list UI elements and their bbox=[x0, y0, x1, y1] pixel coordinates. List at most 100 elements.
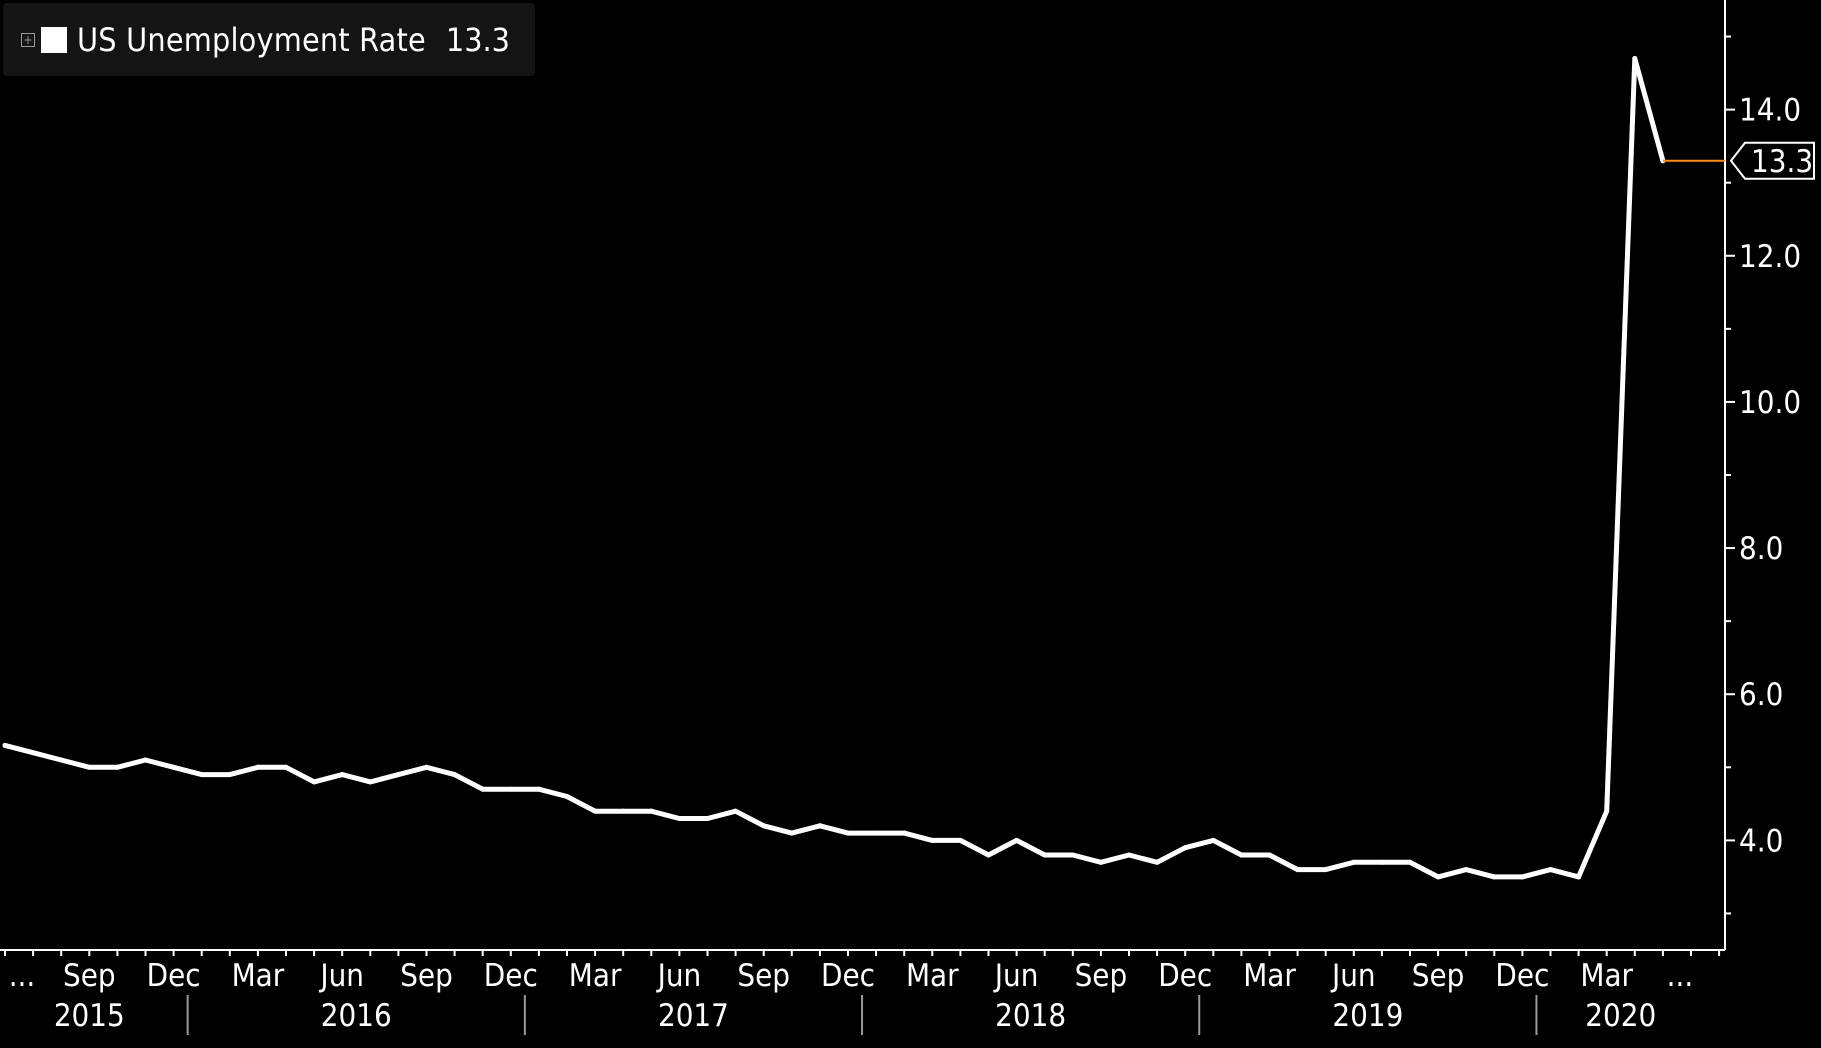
x-tick-label: ... bbox=[9, 958, 36, 994]
x-year-label: 2017 bbox=[658, 998, 729, 1034]
data-point bbox=[1154, 859, 1160, 865]
y-tick-label: 6.0 bbox=[1739, 677, 1783, 713]
data-point bbox=[789, 830, 795, 836]
data-point bbox=[255, 764, 261, 770]
x-tick-label: Mar bbox=[1243, 958, 1296, 994]
data-point bbox=[143, 757, 148, 763]
last-value-marker: 13.3 bbox=[1662, 141, 1815, 180]
x-year-label: 2018 bbox=[995, 998, 1066, 1034]
data-point bbox=[452, 772, 458, 778]
data-point bbox=[30, 750, 36, 756]
legend-expand-icon[interactable]: + bbox=[21, 32, 35, 47]
x-year-label: 2020 bbox=[1585, 998, 1656, 1034]
x-tick-label: Jun bbox=[993, 958, 1039, 994]
data-point bbox=[1491, 874, 1497, 880]
y-tick-label: 12.0 bbox=[1739, 239, 1801, 275]
data-point bbox=[424, 764, 429, 770]
series-line-us-unemployment-rate bbox=[2, 56, 1666, 880]
data-point bbox=[733, 808, 739, 814]
data-point bbox=[929, 837, 935, 843]
x-year-label: 2016 bbox=[321, 998, 392, 1034]
data-point bbox=[171, 764, 177, 770]
last-value-label: 13.3 bbox=[1751, 144, 1813, 180]
data-point bbox=[1210, 837, 1216, 843]
data-point bbox=[1126, 852, 1132, 858]
data-point bbox=[705, 815, 710, 821]
series-layer bbox=[2, 55, 1666, 880]
y-tick-label: 4.0 bbox=[1739, 823, 1783, 859]
data-point bbox=[227, 772, 233, 778]
data-point bbox=[1070, 852, 1076, 858]
data-point bbox=[1407, 859, 1413, 865]
data-point bbox=[536, 786, 542, 792]
data-point bbox=[873, 830, 879, 836]
data-point bbox=[1098, 859, 1104, 865]
x-tick-label: Mar bbox=[906, 958, 959, 994]
data-point bbox=[283, 764, 289, 770]
data-point bbox=[339, 772, 345, 778]
data-point bbox=[508, 786, 514, 792]
data-point bbox=[2, 742, 8, 748]
legend-swatch bbox=[41, 26, 67, 53]
data-point bbox=[1379, 859, 1385, 865]
data-point bbox=[1351, 859, 1357, 865]
data-point bbox=[1238, 852, 1244, 858]
x-tick-label: Sep bbox=[63, 958, 116, 994]
x-year-label: 2015 bbox=[54, 998, 125, 1034]
x-tick-label: Mar bbox=[232, 958, 285, 994]
last-value-tag bbox=[1729, 141, 1815, 180]
legend-series-name: US Unemployment Rate bbox=[77, 20, 426, 59]
data-point bbox=[114, 764, 120, 770]
legend-last-value: 13.3 bbox=[445, 20, 510, 59]
y-tick-label: 14.0 bbox=[1739, 93, 1801, 129]
data-point bbox=[311, 779, 317, 785]
data-point bbox=[817, 823, 823, 829]
data-point bbox=[761, 823, 767, 829]
data-point bbox=[901, 830, 907, 836]
data-point bbox=[367, 779, 373, 785]
data-point bbox=[1014, 837, 1020, 843]
x-tick-label: ... bbox=[1667, 958, 1694, 994]
x-tick-label: Mar bbox=[569, 958, 622, 994]
x-tick-label: Mar bbox=[1580, 958, 1633, 994]
x-tick-label: Sep bbox=[1412, 958, 1465, 994]
data-point bbox=[1519, 874, 1525, 880]
x-tick-label: Sep bbox=[400, 958, 453, 994]
x-year-label: 2019 bbox=[1332, 998, 1403, 1034]
data-point bbox=[957, 837, 963, 843]
data-point bbox=[199, 772, 205, 778]
data-point bbox=[480, 786, 486, 792]
data-point bbox=[620, 808, 626, 814]
data-point bbox=[1576, 874, 1582, 880]
x-tick-label: Dec bbox=[147, 958, 201, 994]
data-point bbox=[1042, 852, 1048, 858]
legend[interactable]: + US Unemployment Rate 13.3 bbox=[3, 3, 535, 76]
x-tick-label: Dec bbox=[484, 958, 538, 994]
y-tick-label: 10.0 bbox=[1739, 385, 1801, 421]
data-point bbox=[1295, 867, 1301, 873]
x-tick-label: Jun bbox=[318, 958, 364, 994]
data-point bbox=[395, 772, 401, 778]
axes bbox=[0, 0, 1726, 951]
data-point bbox=[1604, 808, 1610, 814]
x-tick-label: Sep bbox=[1075, 958, 1128, 994]
tick-labels: 4.0 6.0 8.0 10.0 12.0 14.0... Sep Dec Mar Jun Sep D… bbox=[4, 35, 1801, 1035]
x-tick-label: Dec bbox=[821, 958, 875, 994]
x-tick-label: Jun bbox=[656, 958, 702, 994]
data-point bbox=[1463, 867, 1469, 873]
data-point bbox=[1267, 852, 1272, 858]
data-point bbox=[1182, 845, 1188, 851]
data-point bbox=[1548, 867, 1553, 873]
data-point bbox=[986, 852, 991, 858]
x-tick-label: Sep bbox=[737, 958, 790, 994]
data-point bbox=[564, 794, 570, 800]
y-tick-label: 8.0 bbox=[1739, 531, 1783, 567]
data-point bbox=[1632, 55, 1638, 61]
x-tick-label: Dec bbox=[1158, 958, 1212, 994]
data-point bbox=[592, 808, 598, 814]
data-point bbox=[845, 830, 851, 836]
data-point bbox=[58, 757, 64, 763]
x-tick-label: Jun bbox=[1330, 958, 1376, 994]
data-point bbox=[648, 808, 654, 814]
